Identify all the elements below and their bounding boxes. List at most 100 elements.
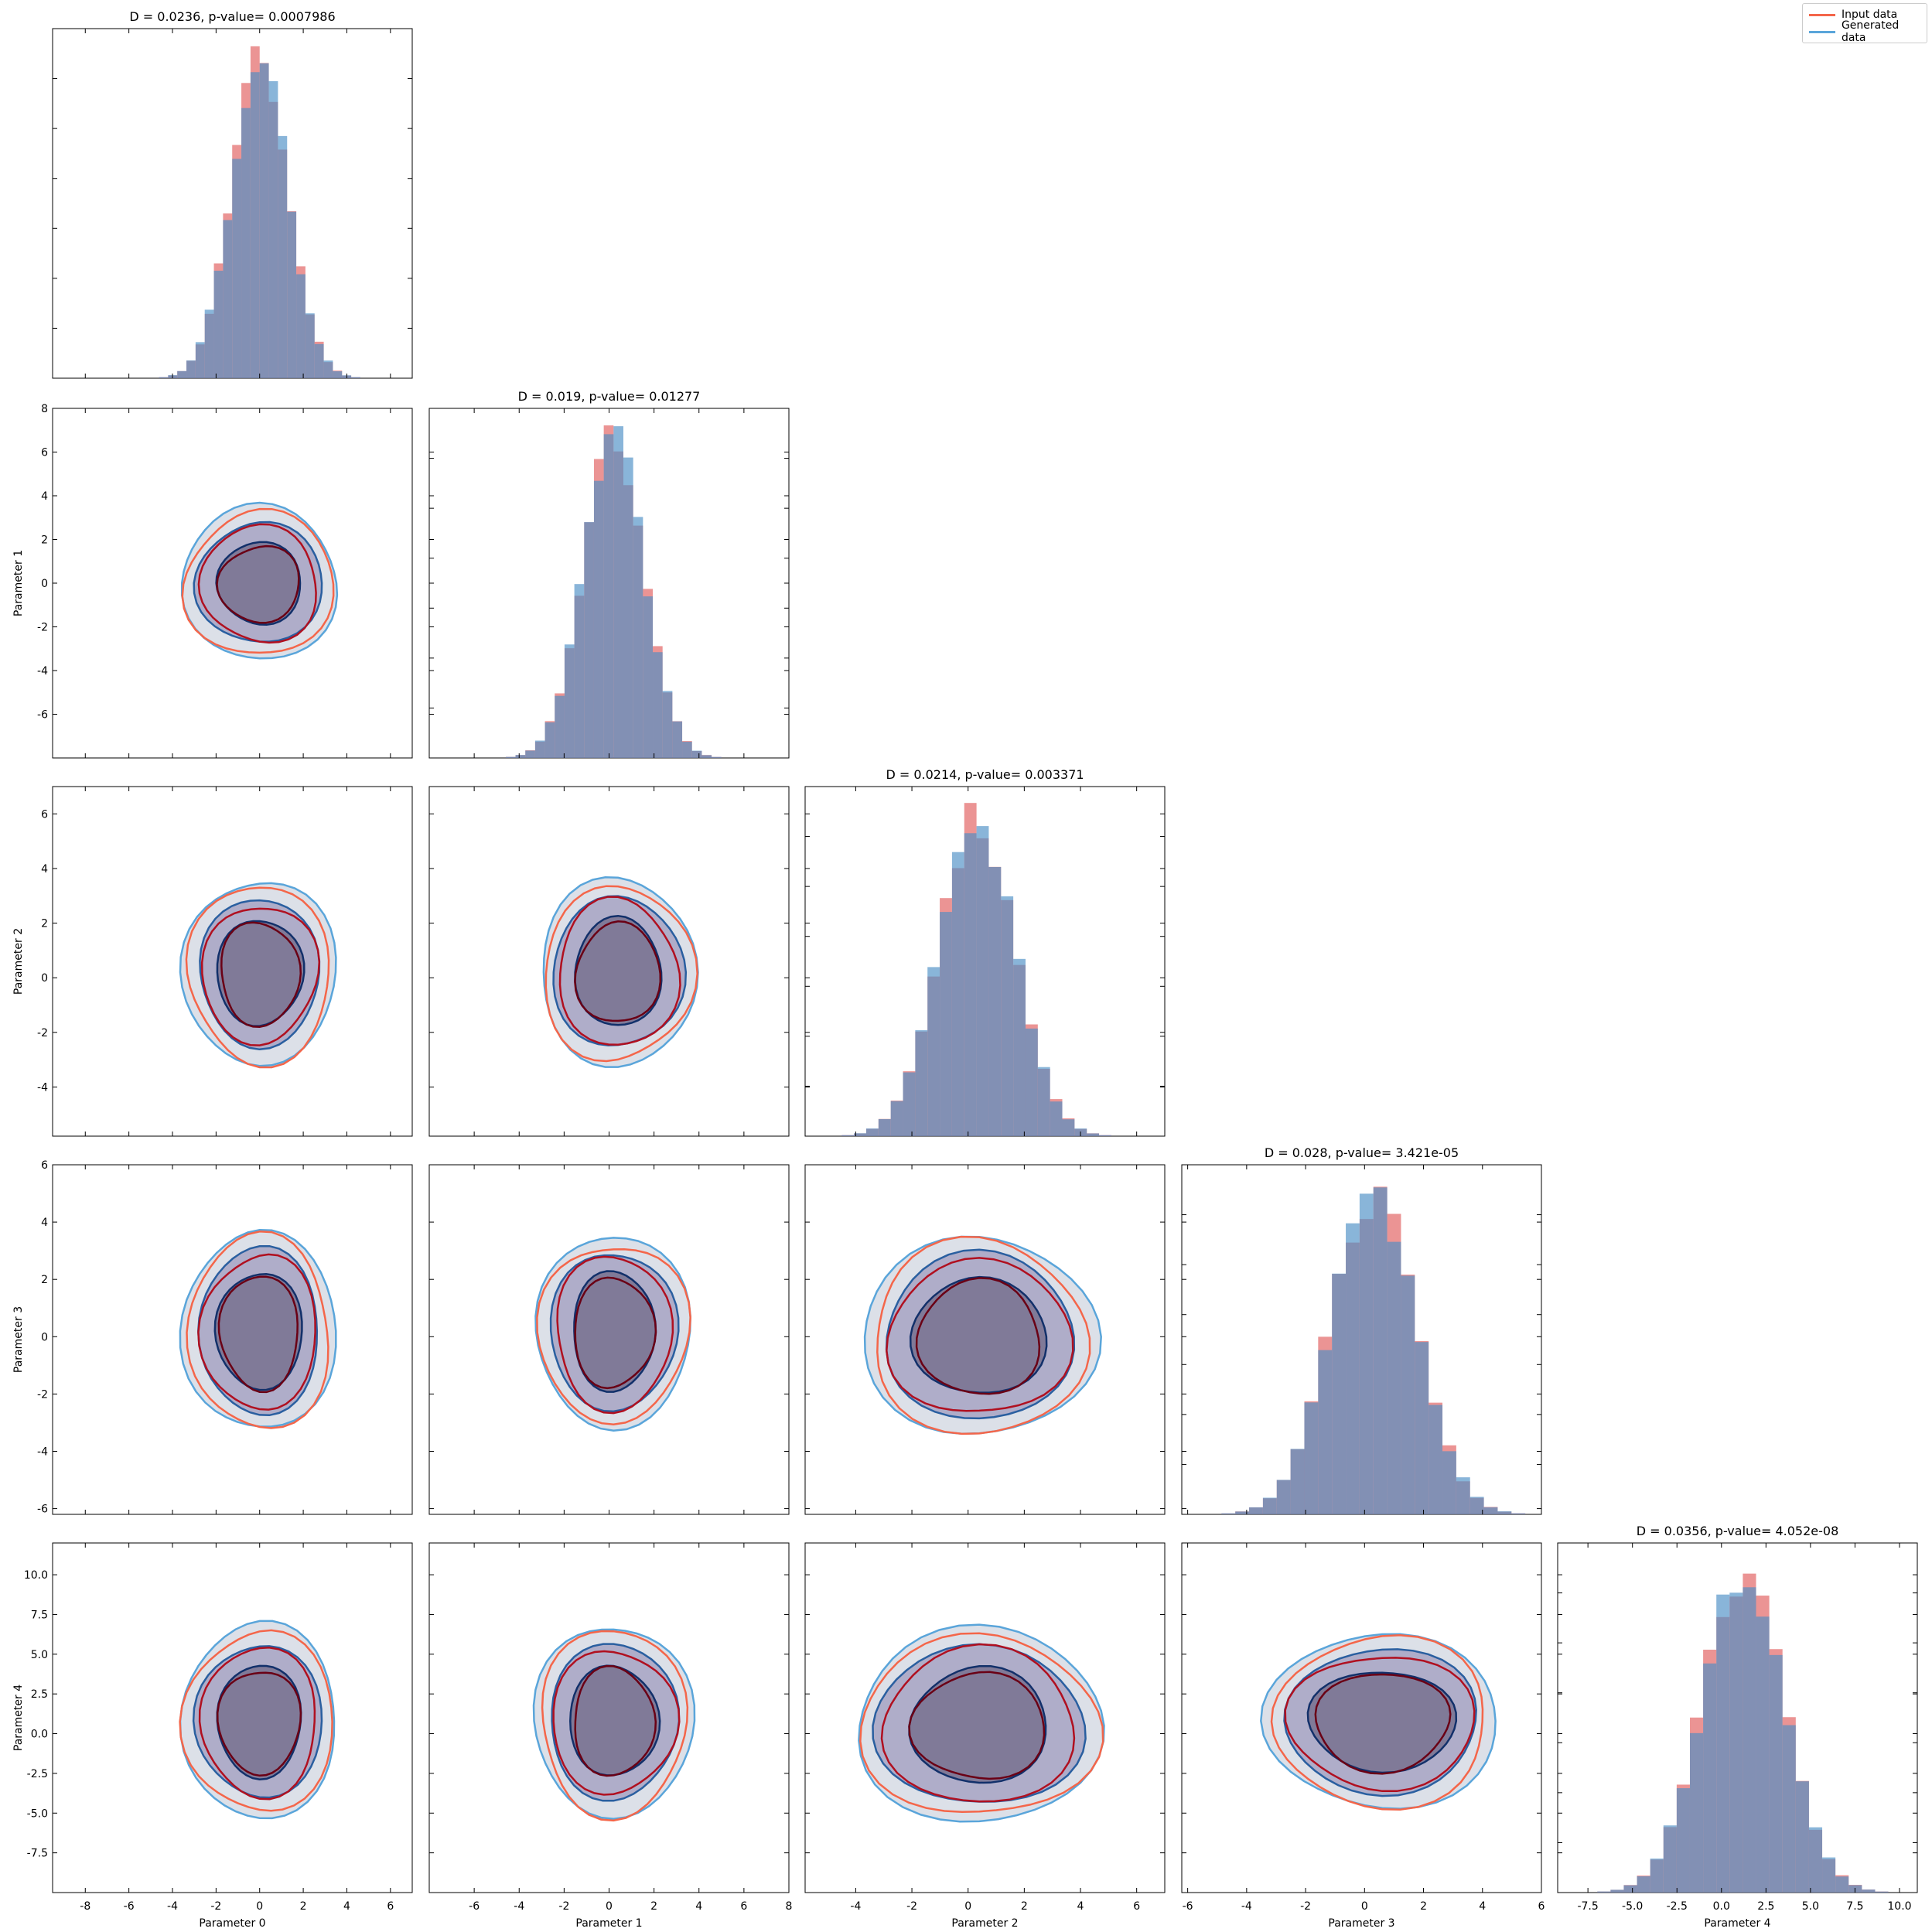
contour-panel-0-3 [52, 1164, 413, 1515]
x-tick-label: 2.5 [1757, 1900, 1774, 1913]
x-tick-label: -2 [558, 1900, 569, 1913]
contour-input-middle [1284, 1657, 1476, 1793]
contour-input-middle [198, 1647, 316, 1801]
x-tick-label: -2.5 [1667, 1900, 1688, 1913]
axes-0-1: -6 -4 -2 0 2 4 6 8 Parameter 1 [12, 403, 391, 758]
hist-bar-generated [544, 722, 555, 758]
y-tick-label: 10.0 [24, 1569, 48, 1582]
hist-bar-generated [186, 360, 196, 378]
hist-bar-generated [1387, 1241, 1401, 1514]
contour-input-middle [200, 907, 321, 1046]
x-tick-label: -4 [850, 1900, 861, 1913]
contour-input-outer [181, 507, 335, 654]
axes-2-4: -4 -2 0 2 4 6 Parameter 2 [805, 1543, 1165, 1930]
hist-bar-generated [988, 867, 1002, 1136]
contour-input-outer [1270, 1634, 1484, 1811]
hist-bar-generated [593, 480, 604, 758]
hist-bar-generated [1062, 1119, 1075, 1136]
hist-bar-generated [643, 596, 654, 758]
hist-bar-generated [268, 80, 278, 378]
hist-bar-generated [940, 912, 952, 1136]
y-tick-label: -4 [37, 665, 48, 678]
contour-panel-2-4 [804, 1542, 1166, 1893]
hist-bar-generated [195, 342, 205, 378]
contour-input-outer [179, 1629, 333, 1812]
y-tick-label: 7.5 [31, 1609, 48, 1621]
x-tick-label: 0 [1361, 1900, 1368, 1913]
hist-bar-generated [712, 756, 722, 758]
y-tick-label: 2 [41, 1274, 48, 1286]
contour-input-middle [197, 523, 317, 644]
x-tick-label: -2 [906, 1900, 917, 1913]
y-tick-label: 2 [41, 534, 48, 547]
hist-bar-generated [1456, 1477, 1470, 1514]
contour-panel-1-4 [428, 1542, 790, 1893]
hist-bar-generated [1290, 1449, 1305, 1514]
hist-bar-generated [976, 826, 989, 1136]
x-tick-label: -4 [167, 1900, 178, 1913]
hist-bar-generated [1703, 1663, 1717, 1893]
contour-input-outer [536, 1248, 691, 1425]
x-axis-label: Parameter 2 [951, 1917, 1018, 1930]
hist-bar-generated [1025, 1028, 1038, 1136]
legend-label-input: Input data [1842, 9, 1898, 21]
x-tick-label: -8 [80, 1900, 90, 1913]
hist-bar-generated [278, 135, 288, 379]
hist-title-3: D = 0.028, p-value= 3.421e-05 [1265, 1145, 1459, 1160]
contour-input-inner [908, 1671, 1046, 1780]
x-tick-label: -4 [1241, 1900, 1252, 1913]
x-tick-label: 4 [695, 1900, 702, 1913]
contour-input-inner [217, 1275, 299, 1394]
x-tick-label: -2 [1300, 1900, 1311, 1913]
hist-bar-generated [1415, 1342, 1429, 1514]
x-tick-label: -6 [124, 1900, 135, 1913]
y-tick-label: -4 [37, 1081, 48, 1094]
hist-bar-generated [1676, 1788, 1690, 1893]
hist-bar-generated [1743, 1587, 1756, 1893]
hist-bar-generated [1276, 1480, 1291, 1514]
hist-bar-generated [574, 584, 585, 758]
x-tick-label: 4 [343, 1900, 350, 1913]
x-tick-label: 6 [1133, 1900, 1140, 1913]
hist-bar-generated [854, 1133, 866, 1136]
axes-2-2 [805, 787, 1165, 1136]
contour-input-inner [574, 1664, 657, 1777]
x-tick-label: 7.5 [1846, 1900, 1863, 1913]
hist-bar-generated [1332, 1273, 1347, 1514]
hist-bar-generated [841, 1135, 855, 1136]
hist-bar-generated [584, 522, 594, 758]
x-tick-label: -4 [514, 1900, 524, 1913]
hist-bar-generated [1689, 1732, 1704, 1893]
contour-input-inner [216, 1671, 302, 1777]
x-axis-label: Parameter 1 [575, 1917, 642, 1930]
y-tick-label: 0 [41, 1331, 48, 1343]
x-tick-label: 0 [606, 1900, 613, 1913]
contour-input-inner [915, 1277, 1041, 1395]
hist-bar-generated [1822, 1857, 1836, 1893]
contour-panel-1-2 [428, 786, 790, 1137]
hist-panel-4: D = 0.0356, p-value= 4.052e-08 [1557, 1524, 1918, 1893]
x-tick-label: 4 [1479, 1900, 1486, 1913]
hist-title-0: D = 0.0236, p-value= 0.0007986 [129, 9, 335, 24]
contour-panel-3-4 [1181, 1542, 1542, 1893]
hist-bar-generated [287, 211, 297, 378]
contour-input-middle [556, 1255, 674, 1415]
x-axis-label: Parameter 4 [1704, 1917, 1770, 1930]
y-tick-label: 2 [41, 918, 48, 930]
hist-bar-generated [1795, 1781, 1809, 1893]
hist-bar-generated [1235, 1511, 1250, 1514]
x-axis-label: Parameter 0 [199, 1917, 265, 1930]
x-tick-label: 6 [1538, 1900, 1545, 1913]
hist-bar-generated [177, 370, 187, 378]
hist-bar-generated [890, 1101, 903, 1136]
x-tick-label: 2 [1420, 1900, 1427, 1913]
legend-swatch-generated [1809, 30, 1835, 33]
y-tick-label: -7.5 [27, 1848, 48, 1860]
hist-bar-generated [1469, 1497, 1484, 1514]
hist-bar-generated [314, 343, 324, 378]
y-tick-label: 4 [41, 1217, 48, 1229]
hist-bar-generated [1087, 1133, 1100, 1136]
hist-bar-generated [1318, 1350, 1333, 1514]
contour-panel-0-2 [52, 786, 413, 1137]
